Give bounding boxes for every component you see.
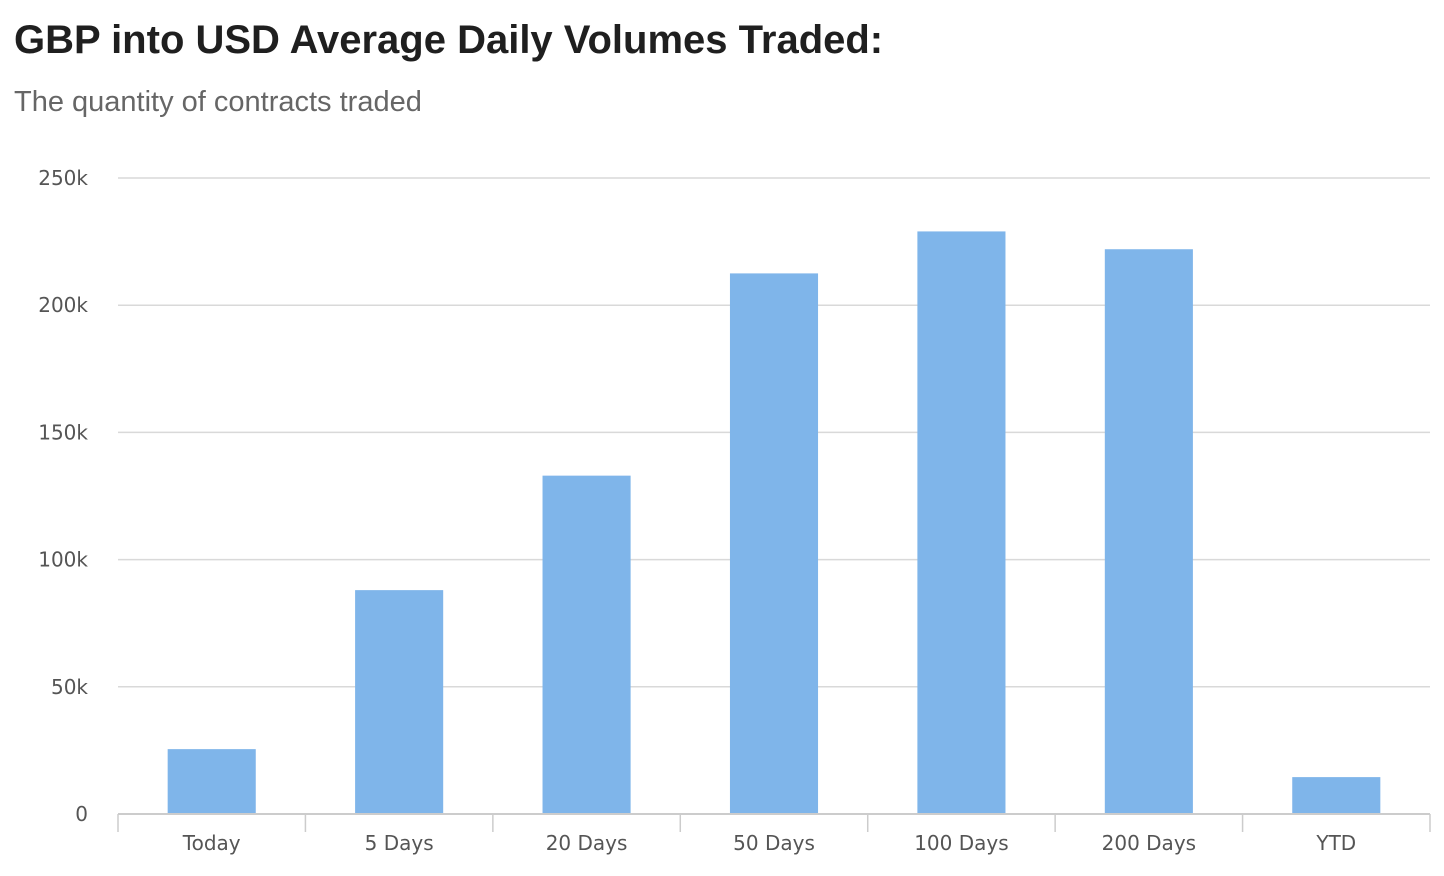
bar	[542, 475, 631, 814]
bar	[917, 231, 1006, 814]
y-tick-label: 100k	[38, 548, 88, 572]
x-tick-label: Today	[182, 831, 241, 855]
chart-subtitle: The quantity of contracts traded	[14, 86, 422, 118]
y-tick-label: 150k	[38, 420, 88, 444]
bar	[355, 590, 444, 814]
x-axis	[117, 813, 1431, 832]
x-tick-label: 100 Days	[914, 831, 1008, 855]
y-tick-label: 200k	[38, 293, 88, 317]
x-tick-label: 200 Days	[1102, 831, 1196, 855]
bars	[167, 231, 1381, 814]
bar	[1292, 777, 1381, 814]
y-tick-label: 0	[75, 802, 88, 826]
y-tick-label: 50k	[51, 675, 88, 699]
x-tick-label: 50 Days	[733, 831, 815, 855]
x-tick-label: 5 Days	[365, 831, 434, 855]
x-tick-label: YTD	[1315, 831, 1356, 855]
bar	[1104, 249, 1193, 814]
bar	[167, 749, 256, 814]
y-tick-label: 250k	[38, 166, 88, 190]
x-tick-label: 20 Days	[546, 831, 628, 855]
chart-title: GBP into USD Average Daily Volumes Trade…	[14, 18, 884, 62]
x-axis-tick-labels: Today 5 Days 20 Days 50 Days 100 Days 200 Day…	[182, 831, 1356, 855]
bar	[729, 273, 819, 814]
y-axis-tick-labels: 0 50k 100k 150k 200k 250k	[38, 166, 88, 826]
